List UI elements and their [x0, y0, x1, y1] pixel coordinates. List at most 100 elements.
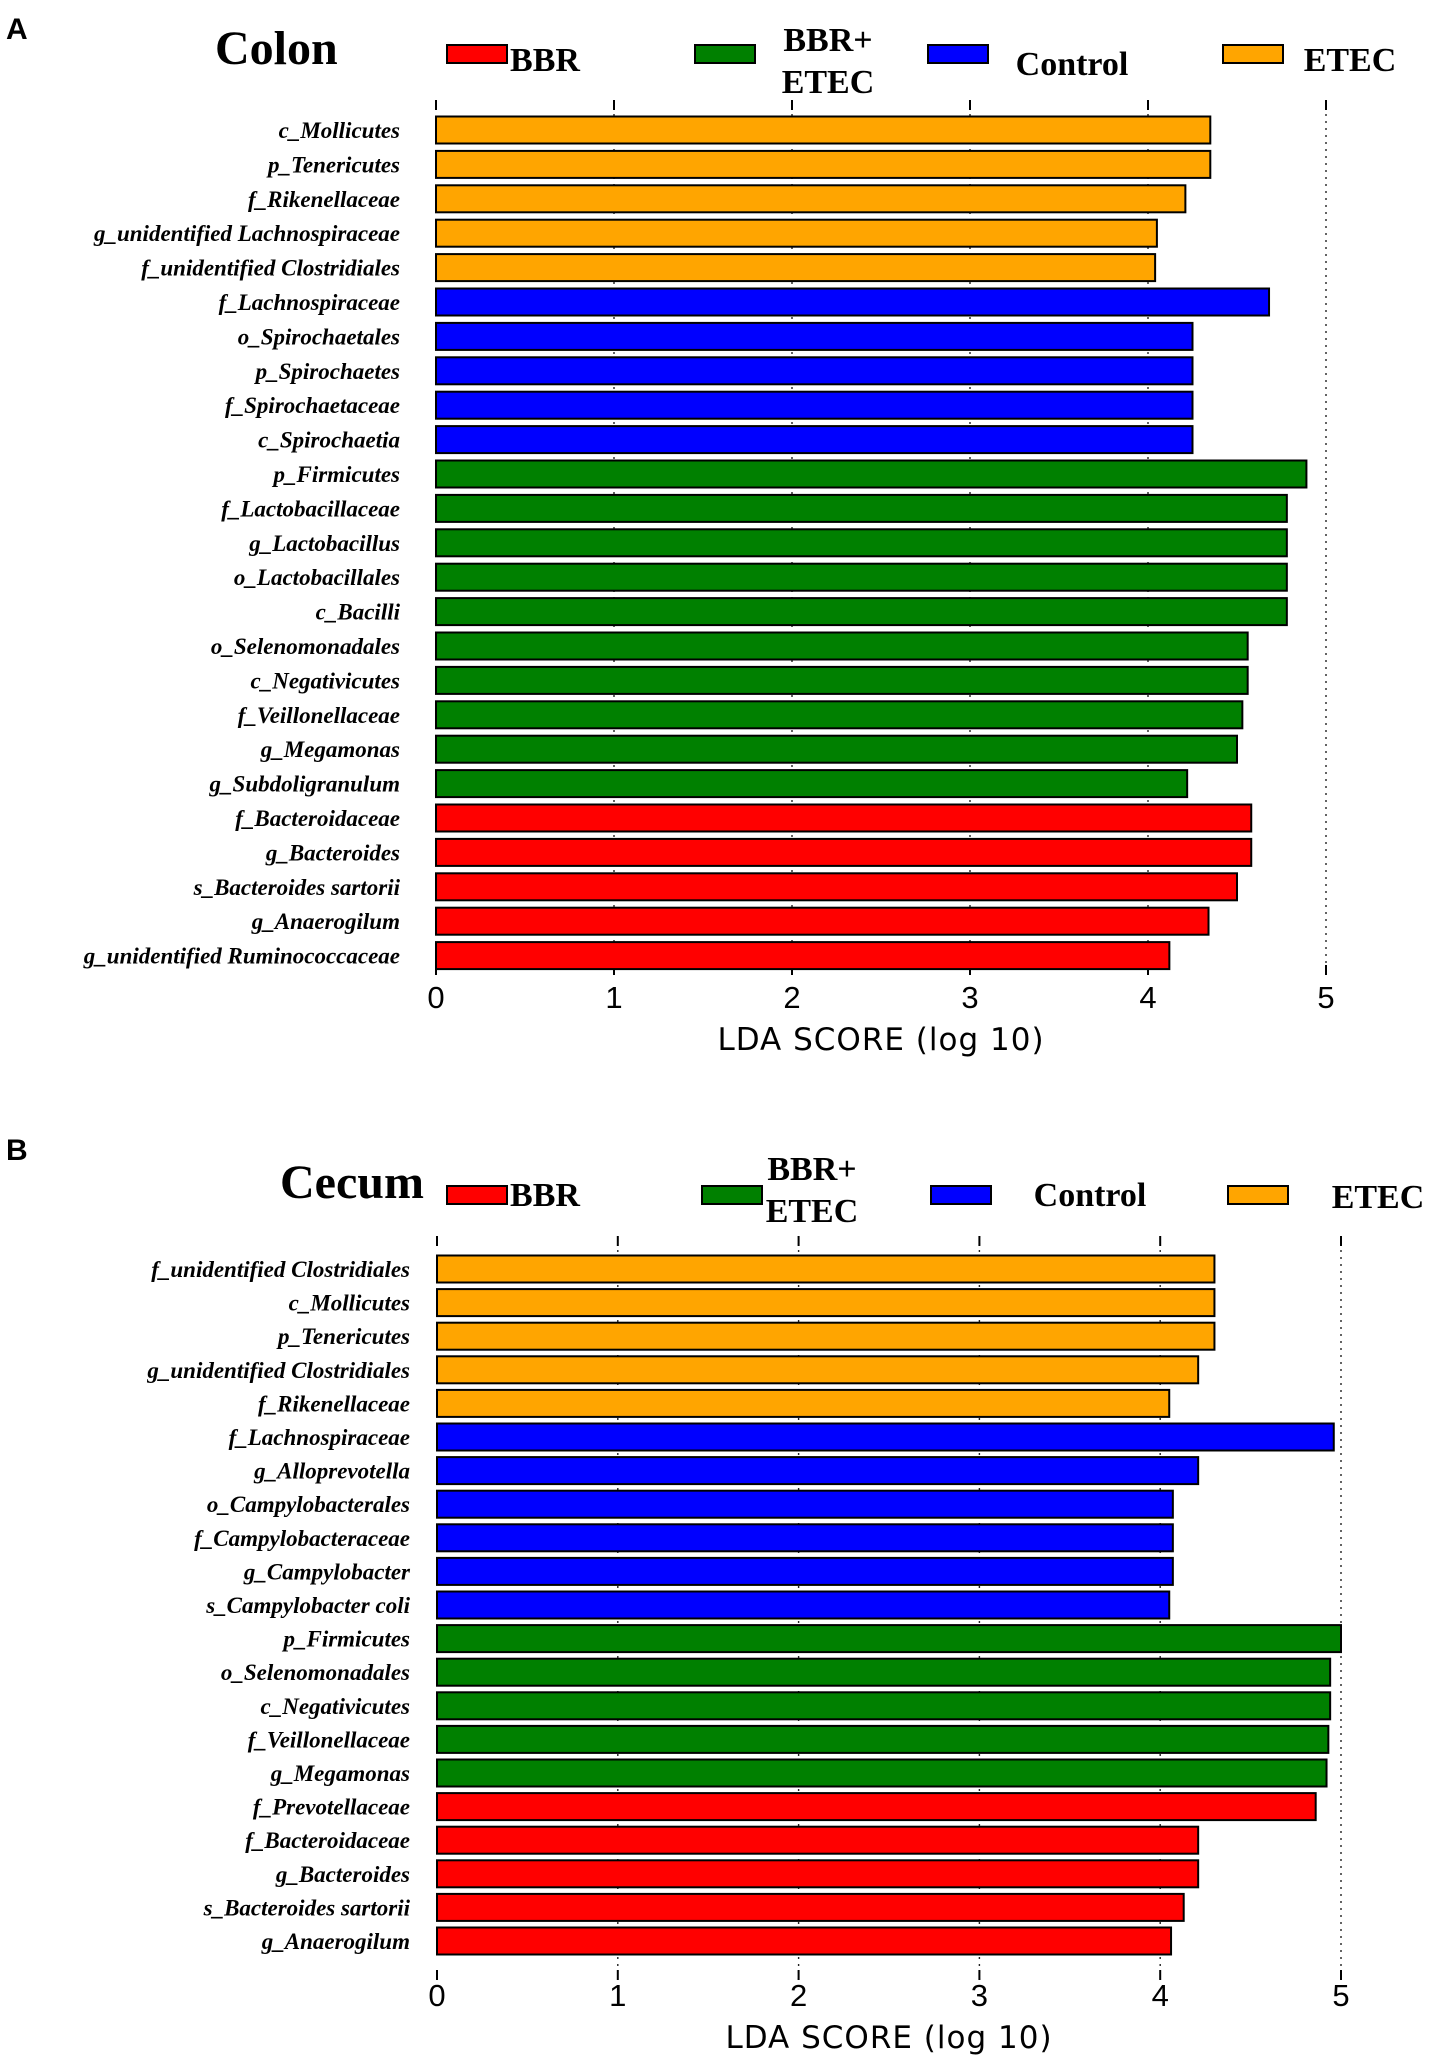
bar-label: f_Veillonellaceae	[238, 703, 400, 728]
tick-label: 0	[427, 980, 444, 1015]
bar-label: o_Selenomonadales	[221, 1660, 410, 1685]
bar	[435, 321, 1194, 351]
bar	[436, 1590, 1171, 1620]
legend-label: Control	[1016, 46, 1129, 83]
bar	[436, 1523, 1174, 1553]
bar	[435, 803, 1253, 833]
bar	[436, 1556, 1174, 1586]
bar-label: c_Mollicutes	[289, 1291, 410, 1316]
bar-label: f_Rikenellaceae	[258, 1391, 410, 1416]
legend-label: BBR+	[783, 22, 872, 59]
bar-label: f_Campylobacteraceae	[194, 1526, 410, 1551]
bar-label: g_Lactobacillus	[248, 531, 400, 556]
tick-label: 1	[605, 980, 622, 1015]
bar	[436, 1657, 1332, 1687]
bar-label: f_Veillonellaceae	[248, 1727, 410, 1752]
bar-label: p_Tenericutes	[276, 1324, 410, 1349]
bar	[435, 700, 1244, 730]
panel-letter: B	[6, 1134, 28, 1167]
tick-label: 5	[1332, 1978, 1349, 2013]
cecum-legend-etec: ETEC	[1227, 1179, 1425, 1216]
bar-label: o_Lactobacillales	[234, 565, 400, 590]
bar	[435, 906, 1210, 936]
bar-label: f_unidentified Clostridiales	[141, 256, 400, 281]
legend-label: ETEC	[1332, 1179, 1425, 1216]
bar-label: g_Campylobacter	[243, 1559, 411, 1584]
bar	[435, 837, 1253, 867]
bar	[435, 356, 1194, 386]
bar-label: g_Megamonas	[270, 1761, 410, 1786]
bar-label: c_Bacilli	[316, 600, 401, 625]
bar	[435, 184, 1187, 214]
bar	[436, 1422, 1335, 1452]
bar-label: o_Selenomonadales	[211, 634, 400, 659]
bar	[436, 1489, 1174, 1519]
legend-label: ETEC	[1304, 42, 1397, 79]
bar	[436, 1792, 1317, 1822]
bar	[436, 1321, 1216, 1351]
x-axis-title: LDA SCORE (log 10)	[717, 1022, 1044, 1058]
bar-label: g_Anaerogilum	[261, 1929, 410, 1954]
legend-label: ETEC	[766, 1193, 859, 1230]
tick-label: 2	[790, 1978, 807, 2013]
bar	[435, 115, 1212, 145]
bar	[436, 1288, 1216, 1318]
colon-legend-control: Control	[927, 44, 1129, 83]
bar-label: p_Tenericutes	[266, 152, 400, 177]
tick-label: 1	[609, 1978, 626, 2013]
bar-label: f_Bacteroidaceae	[235, 806, 400, 831]
bar-label: g_unidentified Clostridiales	[146, 1358, 410, 1383]
legend-swatch	[1227, 1185, 1289, 1205]
tick-label: 3	[961, 980, 978, 1015]
legend-label: BBR	[510, 1177, 580, 1214]
bar	[435, 872, 1238, 902]
tick-label: 3	[971, 1978, 988, 2013]
bar	[436, 1926, 1173, 1956]
bar-label: f_Lachnospiraceae	[229, 1425, 410, 1450]
colon-panel: A Colon BBR BBR+ ETEC Control ETEC 0 1 2 3 4 5 c_Moll…	[6, 13, 1396, 1058]
bar-label: g_Bacteroides	[275, 1862, 410, 1887]
cecum-legend-bbr: BBR	[446, 1177, 580, 1214]
bar	[435, 493, 1288, 523]
bar	[435, 734, 1238, 764]
bar	[435, 287, 1271, 317]
bar-label: s_Bacteroides sartorii	[203, 1895, 411, 1920]
bar	[436, 1859, 1200, 1889]
panel-letter: A	[6, 13, 28, 46]
bar-label: g_Megamonas	[260, 737, 400, 762]
bar-label: f_Spirochaetaceae	[225, 393, 400, 418]
bar	[435, 769, 1189, 799]
bar	[435, 425, 1194, 455]
bar	[436, 1624, 1342, 1654]
legend-label: BBR+	[767, 1151, 856, 1188]
bar	[435, 631, 1249, 661]
bar	[436, 1254, 1216, 1284]
bar	[435, 665, 1249, 695]
legend-label: Control	[1034, 1177, 1147, 1214]
bar-label: g_unidentified Lachnospiraceae	[93, 221, 400, 246]
bar	[435, 218, 1158, 248]
legend-swatch	[930, 1185, 992, 1205]
bar-label: c_Negativicutes	[261, 1694, 411, 1719]
legend-swatch	[927, 44, 989, 64]
bar-label: g_Alloprevotella	[253, 1459, 410, 1484]
bar	[436, 1825, 1200, 1855]
bar	[436, 1691, 1332, 1721]
tick-label: 4	[1139, 980, 1156, 1015]
bar-label: g_unidentified Ruminococcaceae	[83, 944, 400, 969]
bar	[435, 459, 1308, 489]
bar	[436, 1724, 1330, 1754]
bar	[436, 1388, 1171, 1418]
bar-label: f_Lactobacillaceae	[221, 496, 400, 521]
legend-swatch	[701, 1185, 763, 1205]
legend-swatch	[446, 1185, 508, 1205]
bar-label: o_Campylobacterales	[207, 1492, 410, 1517]
legend-label: ETEC	[782, 64, 875, 101]
legend-swatch	[694, 44, 756, 64]
bar	[435, 390, 1194, 420]
bar	[436, 1758, 1328, 1788]
bar	[436, 1355, 1200, 1385]
x-axis-title: LDA SCORE (log 10)	[725, 2020, 1052, 2056]
tick-label: 4	[1152, 1978, 1169, 2013]
